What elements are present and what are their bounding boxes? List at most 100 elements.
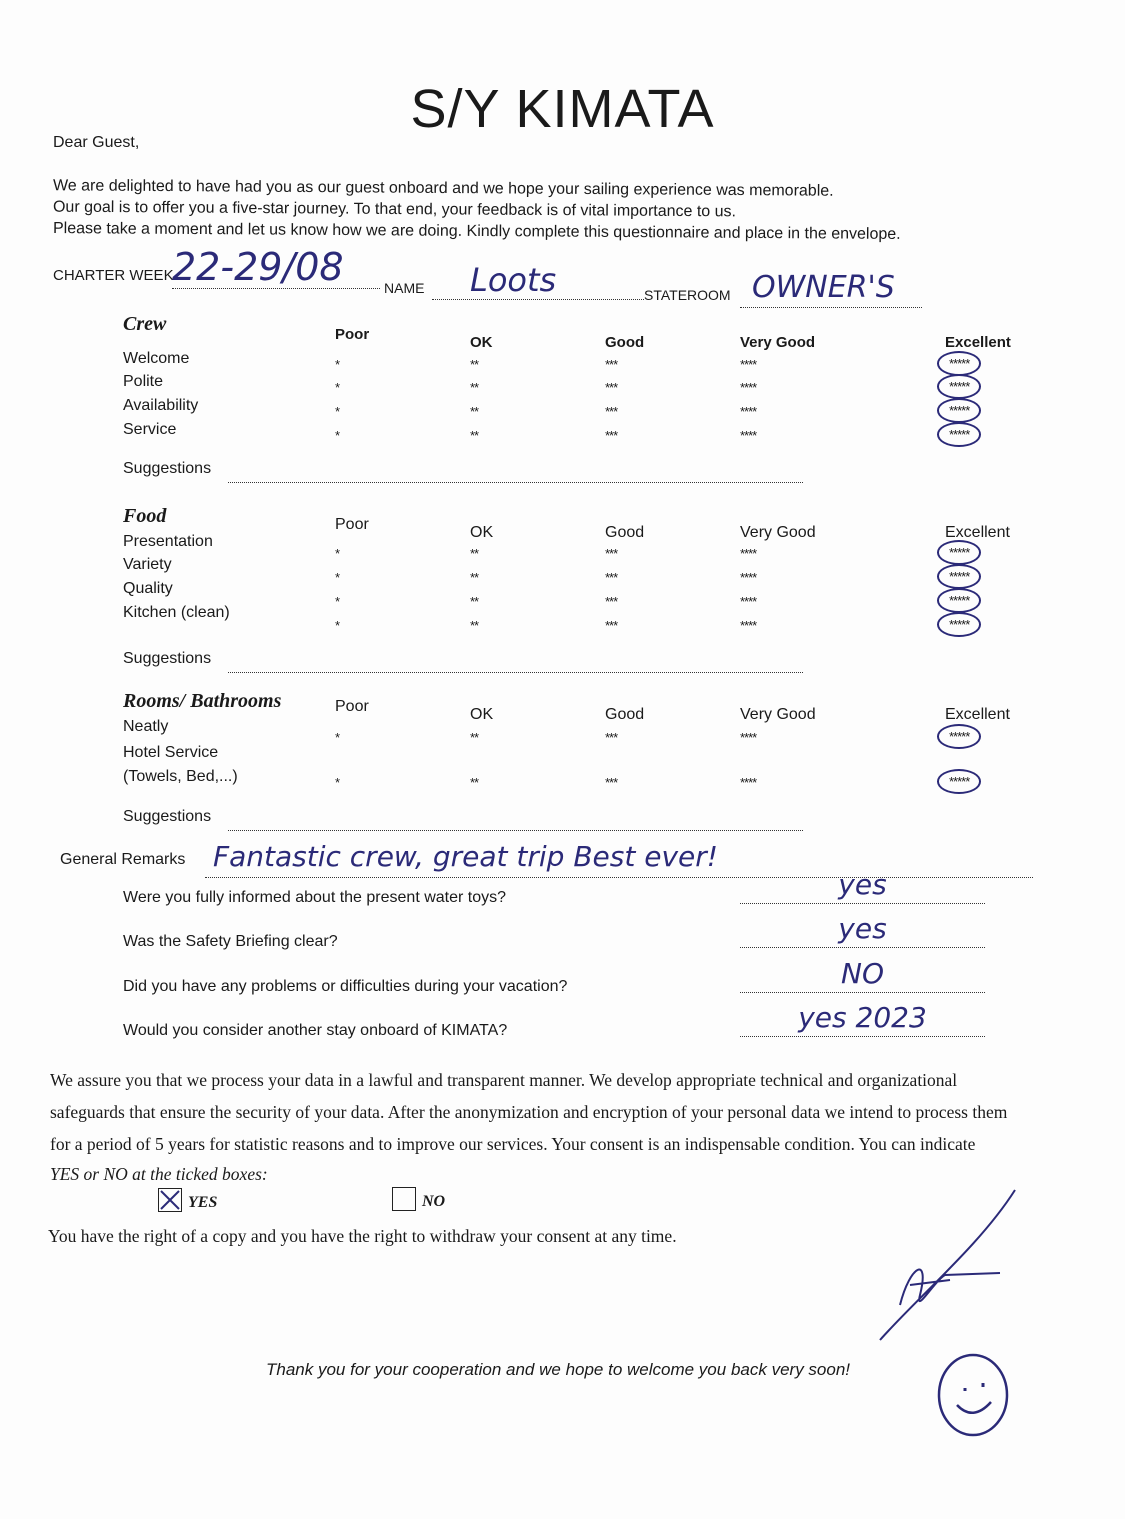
rights-text: You have the right of a copy and you hav… [48, 1226, 677, 1246]
question-answer[interactable]: NO [740, 956, 985, 993]
privacy-line: YES or NO at the ticked boxes: [50, 1164, 268, 1184]
intro-line: Our goal is to offer you a five-star jou… [52, 198, 737, 221]
rating-item-label: Quality [123, 580, 173, 597]
rating-option-excellent[interactable]: ***** [937, 351, 982, 376]
rating-option-very-good[interactable]: **** [740, 730, 757, 745]
rating-header: OK [470, 524, 494, 541]
rating-option-good[interactable]: *** [605, 775, 618, 790]
rating-option-good[interactable]: *** [605, 730, 618, 745]
name-label: NAME [384, 280, 425, 296]
rating-option-ok[interactable]: ** [470, 618, 479, 633]
rating-header: Excellent [945, 706, 1010, 723]
rating-option-very-good[interactable]: **** [740, 775, 757, 790]
rating-option-very-good[interactable]: **** [740, 404, 757, 419]
rating-option-excellent[interactable]: ***** [937, 769, 982, 794]
rating-option-poor[interactable]: * [335, 357, 340, 372]
rating-option-ok[interactable]: ** [470, 428, 479, 443]
question-answer[interactable]: yes [740, 867, 985, 904]
rating-option-very-good[interactable]: **** [740, 594, 757, 609]
greeting: Dear Guest, [53, 134, 140, 151]
rating-header: OK [470, 334, 493, 351]
rating-option-excellent[interactable]: ***** [937, 612, 982, 637]
rating-option-very-good[interactable]: **** [740, 357, 757, 372]
question-text: Would you consider another stay onboard … [123, 1022, 508, 1039]
question-text: Was the Safety Briefing clear? [123, 933, 338, 950]
question-text: Were you fully informed about the presen… [123, 889, 507, 906]
charter-week-field[interactable]: 22-29/08 [172, 246, 380, 289]
rating-option-excellent[interactable]: ***** [937, 588, 982, 613]
suggestions-field[interactable] [228, 470, 803, 483]
general-remarks-label: General Remarks [60, 851, 186, 868]
rating-header: Very Good [740, 706, 816, 723]
rating-option-excellent[interactable]: ***** [937, 422, 982, 447]
rating-option-poor[interactable]: * [335, 730, 340, 745]
rating-option-excellent[interactable]: ***** [937, 540, 982, 565]
rating-option-poor[interactable]: * [335, 404, 340, 419]
rating-option-good[interactable]: *** [605, 570, 618, 585]
consent-no-checkbox[interactable] [392, 1187, 416, 1211]
suggestions-label: Suggestions [123, 808, 212, 825]
rating-option-ok[interactable]: ** [470, 357, 479, 372]
rating-option-poor[interactable]: * [335, 570, 340, 585]
question-answer[interactable]: yes [740, 911, 985, 948]
rating-option-good[interactable]: *** [605, 618, 618, 633]
rating-option-excellent[interactable]: ***** [937, 398, 982, 423]
rating-option-ok[interactable]: ** [470, 775, 479, 790]
rating-option-ok[interactable]: ** [470, 380, 479, 395]
stateroom-field[interactable]: OWNER'S [740, 268, 922, 308]
rating-option-very-good[interactable]: **** [740, 570, 757, 585]
rating-item-label: Presentation [123, 533, 213, 550]
suggestions-field[interactable] [228, 818, 803, 831]
rating-option-ok[interactable]: ** [470, 730, 479, 745]
privacy-line: We assure you that we process your data … [50, 1070, 958, 1090]
rating-option-good[interactable]: *** [605, 428, 618, 443]
rating-option-good[interactable]: *** [605, 357, 618, 372]
rating-option-poor[interactable]: * [335, 428, 340, 443]
rating-option-very-good[interactable]: **** [740, 380, 757, 395]
rating-option-ok[interactable]: ** [470, 570, 479, 585]
rating-option-excellent[interactable]: ***** [937, 564, 982, 589]
section-title: Rooms/ Bathrooms [123, 690, 282, 712]
rating-item-label: Service [123, 421, 177, 438]
rating-header: Good [605, 524, 645, 541]
intro-line: We are delighted to have had you as our … [52, 177, 834, 200]
rating-header: Excellent [945, 524, 1010, 541]
signature [879, 1189, 1016, 1341]
rating-option-poor[interactable]: * [335, 546, 340, 561]
rating-option-ok[interactable]: ** [470, 594, 479, 609]
rating-option-very-good[interactable]: **** [740, 428, 757, 443]
general-remarks-field[interactable]: Fantastic crew, great trip Best ever! [205, 836, 1033, 878]
section-title: Food [123, 505, 167, 527]
rating-option-ok[interactable]: ** [470, 546, 479, 561]
consent-yes-label: YES [188, 1194, 218, 1211]
suggestions-field[interactable] [228, 660, 803, 673]
rating-option-good[interactable]: *** [605, 404, 618, 419]
rating-option-excellent[interactable]: ***** [937, 374, 982, 399]
rating-header: Very Good [740, 524, 816, 541]
rating-option-poor[interactable]: * [335, 380, 340, 395]
check-x-icon [160, 1190, 180, 1210]
rating-option-ok[interactable]: ** [470, 404, 479, 419]
rating-item-label: Availability [123, 397, 199, 414]
consent-no-label: NO [422, 1193, 446, 1210]
rating-option-poor[interactable]: * [335, 594, 340, 609]
intro-line: Please take a moment and let us know how… [52, 220, 901, 243]
page-title: S/Y KIMATA [410, 79, 715, 139]
rating-option-good[interactable]: *** [605, 594, 618, 609]
rating-header: Good [605, 706, 645, 723]
rating-option-very-good[interactable]: **** [740, 618, 757, 633]
rating-option-excellent[interactable]: ***** [937, 724, 982, 749]
rating-option-good[interactable]: *** [605, 380, 618, 395]
rating-option-very-good[interactable]: **** [740, 546, 757, 561]
name-field[interactable]: Loots [432, 260, 644, 300]
rating-item-label: Polite [123, 373, 164, 390]
section-title: Crew [123, 313, 167, 335]
rating-option-poor[interactable]: * [335, 618, 340, 633]
rating-option-good[interactable]: *** [605, 546, 618, 561]
rating-item-label: Kitchen (clean) [123, 604, 230, 621]
rating-header: Poor [335, 326, 370, 343]
question-answer[interactable]: yes 2023 [740, 1000, 985, 1037]
suggestions-label: Suggestions [123, 650, 212, 667]
rating-option-poor[interactable]: * [335, 775, 340, 790]
consent-yes-checkbox[interactable] [158, 1188, 182, 1212]
